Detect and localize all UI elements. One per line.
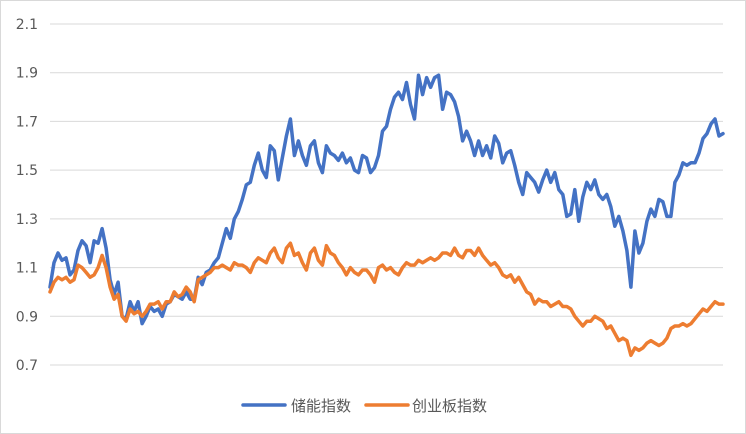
y-tick-label: 0.7 [16, 358, 38, 374]
y-axis-tick-labels: 0.7 0.9 1.1 1.3 1.5 1.7 1.9 2.1 [16, 17, 38, 374]
y-tick-label: 1.9 [16, 66, 38, 82]
legend-label-1: 创业板指数 [412, 397, 487, 415]
y-tick-label: 2.1 [16, 17, 38, 33]
y-tick-label: 1.1 [16, 261, 38, 277]
y-tick-label: 1.3 [16, 212, 38, 228]
gridlines [50, 23, 723, 366]
legend-label-0: 储能指数 [291, 397, 351, 415]
y-tick-label: 0.9 [16, 309, 38, 325]
y-tick-label: 1.5 [16, 163, 38, 179]
series-line-0 [48, 73, 725, 326]
y-tick-label: 1.7 [16, 114, 38, 130]
legend: 储能指数 创业板指数 [241, 397, 487, 415]
series-lines [48, 73, 725, 358]
series-line-1 [48, 241, 725, 358]
